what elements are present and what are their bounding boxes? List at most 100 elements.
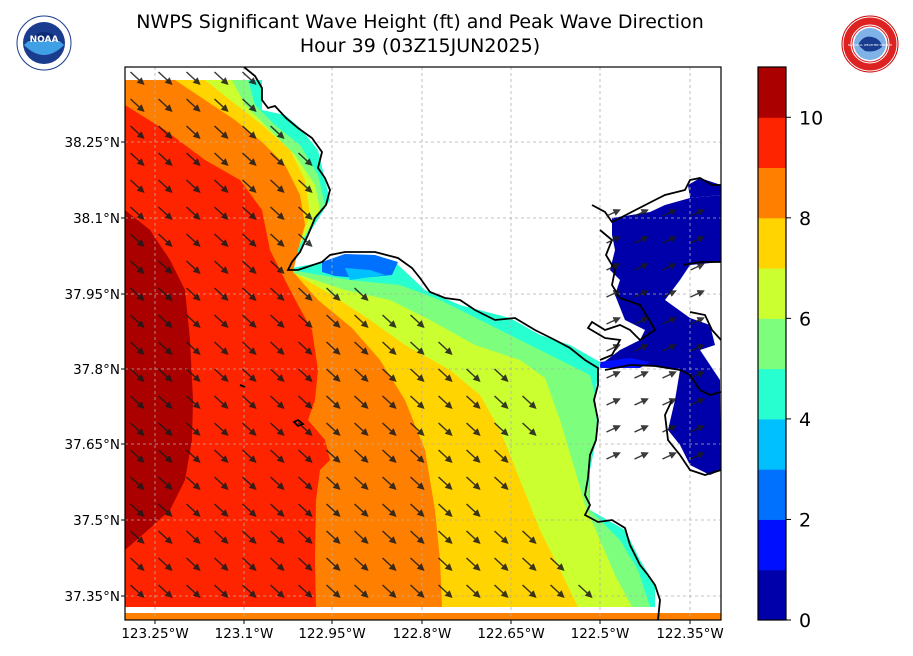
direction-arrow [157, 287, 173, 302]
direction-arrow [241, 206, 257, 221]
direction-arrow [437, 476, 453, 491]
direction-arrow [157, 125, 173, 140]
direction-arrow [465, 368, 481, 383]
direction-arrow [297, 584, 313, 599]
direction-arrow [690, 236, 705, 244]
direction-arrow [185, 260, 201, 275]
direction-arrow [606, 344, 621, 352]
direction-arrow [241, 449, 257, 464]
direction-arrow [129, 287, 145, 302]
direction-arrow [325, 368, 341, 383]
direction-arrow [185, 584, 201, 599]
direction-arrow [269, 125, 285, 140]
direction-arrow [269, 503, 285, 518]
direction-arrow [606, 317, 621, 325]
colorbar-segment [758, 217, 786, 269]
direction-arrow [521, 557, 537, 572]
colorbar-segment [758, 469, 786, 520]
direction-arrow [269, 395, 285, 410]
direction-arrow [634, 317, 649, 325]
direction-arrow [269, 530, 285, 545]
direction-arrow [297, 422, 313, 437]
direction-arrow [213, 233, 229, 248]
direction-arrow [241, 260, 257, 275]
direction-arrow [129, 314, 145, 329]
direction-arrow [662, 317, 677, 325]
wave-height-field [125, 67, 721, 620]
direction-arrow [129, 152, 145, 167]
direction-arrow [606, 290, 621, 298]
direction-arrow [690, 398, 705, 406]
colorbar-segment [758, 318, 786, 370]
direction-arrow [409, 584, 425, 599]
direction-arrow [325, 449, 341, 464]
direction-arrow [157, 422, 173, 437]
nws-logo-text: NATIONAL WEATHER SERVICE [848, 43, 893, 47]
chart-title: NWPS Significant Wave Height (ft) and Pe… [0, 10, 840, 58]
direction-arrow [213, 206, 229, 221]
direction-arrow [241, 476, 257, 491]
direction-arrow [157, 179, 173, 194]
lat-tick-label: 38.1°N [73, 211, 120, 227]
direction-arrow [606, 263, 621, 271]
lon-tick-label: 122.5°W [571, 626, 630, 642]
lat-tick-label: 37.35°N [65, 589, 121, 605]
direction-arrow [297, 179, 313, 194]
direction-arrow [157, 557, 173, 572]
direction-arrow [269, 422, 285, 437]
direction-arrow [353, 368, 369, 383]
direction-arrow [297, 152, 313, 167]
direction-arrow [690, 371, 705, 379]
direction-arrow [325, 503, 341, 518]
direction-arrow [241, 152, 257, 167]
direction-arrow [353, 422, 369, 437]
direction-arrow [157, 368, 173, 383]
direction-arrow [521, 395, 537, 410]
direction-arrow [409, 476, 425, 491]
direction-arrow [213, 179, 229, 194]
direction-arrow [437, 584, 453, 599]
direction-arrow [493, 422, 509, 437]
direction-arrow [409, 557, 425, 572]
direction-arrow [606, 452, 621, 460]
direction-arrow [634, 398, 649, 406]
direction-arrow [185, 503, 201, 518]
direction-arrow [213, 287, 229, 302]
direction-arrow [353, 503, 369, 518]
direction-arrow [157, 233, 173, 248]
direction-arrow [662, 290, 677, 298]
direction-arrow [690, 263, 705, 271]
direction-arrow [241, 71, 257, 86]
direction-arrow [409, 449, 425, 464]
direction-arrow [129, 368, 145, 383]
direction-arrow [185, 395, 201, 410]
direction-arrow [493, 395, 509, 410]
direction-arrow [549, 557, 565, 572]
direction-arrow [325, 557, 341, 572]
direction-arrow [493, 368, 509, 383]
direction-arrow [185, 152, 201, 167]
direction-arrow [269, 368, 285, 383]
direction-arrow [465, 530, 481, 545]
lat-tick-label: 38.25°N [65, 135, 121, 151]
colorbar-label: 2 [799, 509, 811, 531]
direction-arrow [157, 98, 173, 113]
direction-arrow [409, 368, 425, 383]
direction-arrow [437, 449, 453, 464]
direction-arrow [157, 71, 173, 86]
direction-arrow [269, 206, 285, 221]
direction-arrow [465, 557, 481, 572]
direction-arrow [353, 476, 369, 491]
direction-arrow [465, 449, 481, 464]
direction-arrow [381, 557, 397, 572]
direction-arrow [241, 368, 257, 383]
direction-arrow [129, 449, 145, 464]
title-line-1: NWPS Significant Wave Height (ft) and Pe… [136, 11, 704, 33]
colorbar: 0 2 4 6 8 10 [757, 66, 823, 632]
direction-arrow [634, 209, 649, 217]
direction-arrow [185, 206, 201, 221]
direction-arrow [437, 503, 453, 518]
noaa-logo-text: NOAA [30, 35, 59, 45]
map-frame [124, 66, 722, 621]
lon-tick-label: 122.65°W [477, 626, 544, 642]
